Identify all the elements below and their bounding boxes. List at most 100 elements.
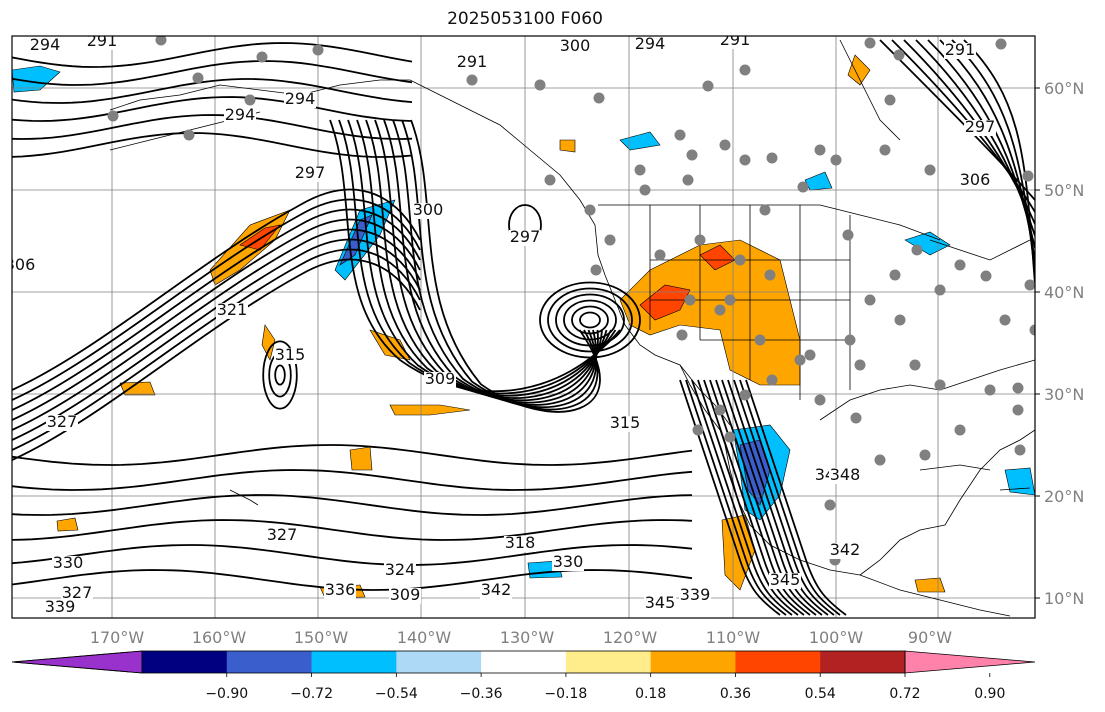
contour-label: 342 bbox=[481, 580, 512, 599]
contour-label: 306 bbox=[960, 170, 991, 189]
contour-label-bg bbox=[12, 258, 36, 274]
shaded-region bbox=[261, 324, 276, 361]
contour-label: 327 bbox=[62, 583, 93, 602]
contour-label-bg bbox=[46, 415, 78, 431]
longitude-axis: 170°W 160°W 150°W 140°W 130°W 120°W 110°W 100°W… bbox=[90, 628, 952, 647]
colorbar-tick-label: 0.36 bbox=[720, 686, 751, 702]
contour-label-bg bbox=[424, 372, 456, 388]
station-dot bbox=[854, 359, 866, 371]
contour-line bbox=[401, 119, 599, 411]
contour-label-bg bbox=[384, 563, 416, 579]
contour-label: 339 bbox=[45, 597, 76, 616]
station-dot bbox=[155, 36, 167, 46]
station-dot bbox=[830, 154, 842, 166]
contour-label-bg bbox=[480, 583, 512, 599]
contour-label: 300 bbox=[413, 200, 444, 219]
shaded-region bbox=[119, 381, 156, 396]
colorbar-segment bbox=[481, 651, 567, 673]
station-dot bbox=[183, 129, 195, 141]
lat-tick-label: 40°N bbox=[1044, 283, 1084, 302]
contour-label: 345 bbox=[645, 593, 676, 612]
contour-label: 294 bbox=[225, 105, 256, 124]
contour-label: 294 bbox=[285, 89, 316, 108]
contour-ring bbox=[563, 299, 617, 341]
station-dot bbox=[766, 152, 778, 164]
contour-label-bg bbox=[216, 303, 248, 319]
lon-tick-label: 150°W bbox=[294, 628, 349, 647]
contour-label: 291 bbox=[457, 52, 488, 71]
station-dot bbox=[864, 294, 876, 306]
contour-label: 321 bbox=[217, 300, 248, 319]
contour-label-bg bbox=[412, 203, 444, 219]
contour-label: 294 bbox=[635, 34, 666, 53]
contour-line bbox=[12, 238, 421, 441]
colorbar: −0.90 −0.72 −0.54 −0.36 −0.18 0.18 0.36 0.54 0.7… bbox=[11, 650, 1036, 702]
station-dot bbox=[850, 412, 862, 424]
station-dot bbox=[654, 249, 666, 261]
contour-label: 348 bbox=[830, 465, 861, 484]
contour-label-bg bbox=[324, 583, 356, 599]
station-dot bbox=[604, 234, 616, 246]
station-dot bbox=[889, 269, 901, 281]
colorbar-tick-label: 0.72 bbox=[889, 686, 920, 702]
station-dot bbox=[893, 49, 905, 61]
contour-line bbox=[12, 544, 693, 566]
colorbar-segment bbox=[311, 651, 397, 673]
contour-line bbox=[12, 96, 413, 122]
colorbar-outline bbox=[141, 650, 906, 674]
station-dot bbox=[995, 38, 1007, 50]
coastline bbox=[839, 39, 901, 141]
lat-tick-label: 10°N bbox=[1044, 589, 1084, 608]
contour-label-bg bbox=[644, 596, 676, 612]
contour-ring bbox=[262, 340, 298, 410]
contour-label-bg bbox=[456, 55, 488, 71]
station-dot bbox=[764, 269, 776, 281]
station-dot bbox=[692, 424, 704, 436]
contour-line bbox=[12, 60, 413, 86]
station-dot bbox=[466, 74, 478, 86]
colorbar-extend-right bbox=[904, 650, 1036, 674]
contour-line bbox=[12, 444, 693, 466]
contour-label: 291 bbox=[720, 30, 751, 49]
colorbar-segment bbox=[396, 651, 482, 673]
shaded-region bbox=[56, 517, 79, 532]
colorbar-segment bbox=[565, 651, 652, 673]
contour-labels: 294 291 300 294 291 294 294 291 291 297 297 306 300 2… bbox=[5, 30, 996, 616]
contour-label: 306 bbox=[5, 255, 36, 274]
station-dot bbox=[759, 204, 771, 216]
station-dot bbox=[814, 394, 826, 406]
contour-label-bg bbox=[964, 120, 996, 136]
station-dot bbox=[984, 384, 996, 396]
station-dot bbox=[999, 314, 1011, 326]
station-dot bbox=[639, 184, 651, 196]
contour-label-bg bbox=[44, 600, 76, 616]
contour-label-bg bbox=[609, 416, 641, 432]
station-dot bbox=[797, 181, 809, 193]
contour-ring bbox=[555, 293, 625, 347]
contour-line bbox=[347, 119, 612, 397]
station-dot bbox=[724, 431, 736, 443]
shaded-region bbox=[389, 404, 471, 416]
lon-tick-label: 140°W bbox=[397, 628, 452, 647]
station-dot bbox=[954, 259, 966, 271]
station-dot bbox=[924, 164, 936, 176]
map-area bbox=[12, 36, 1035, 618]
colorbar-tick-label: 0.54 bbox=[805, 686, 836, 702]
station-dot bbox=[794, 354, 806, 366]
station-dot bbox=[824, 499, 836, 511]
contour-line bbox=[365, 119, 603, 402]
station-dot bbox=[739, 389, 751, 401]
station-dot bbox=[1012, 404, 1024, 416]
station-dot bbox=[694, 234, 706, 246]
contour-label-bg bbox=[944, 43, 976, 59]
station-dot bbox=[1014, 444, 1026, 456]
station-dot bbox=[980, 270, 992, 282]
station-dot bbox=[244, 94, 256, 106]
station-dot bbox=[312, 44, 324, 56]
contour-line bbox=[329, 119, 621, 393]
coastline bbox=[229, 489, 259, 506]
lon-tick-label: 160°W bbox=[192, 628, 247, 647]
station-dot bbox=[911, 244, 923, 256]
map-title: 2025053100 F060 bbox=[447, 9, 603, 29]
contour-label: 315 bbox=[275, 345, 306, 364]
